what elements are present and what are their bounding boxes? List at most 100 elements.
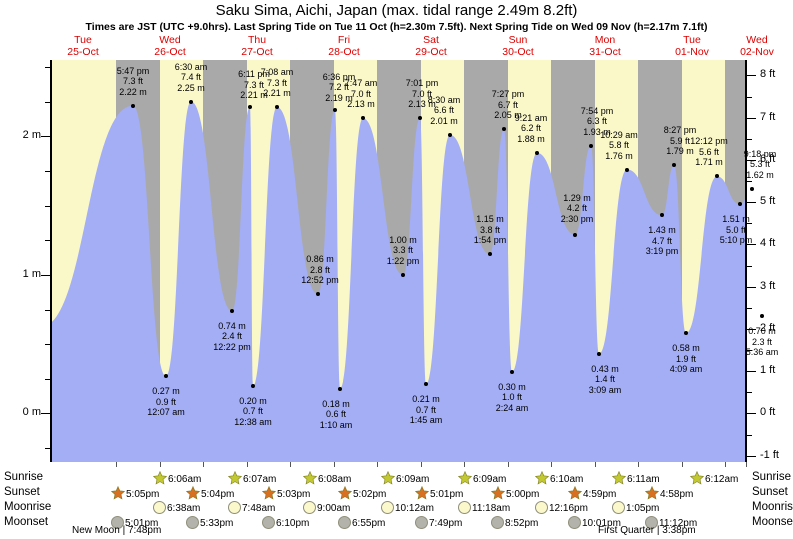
day-header-date: 26-Oct bbox=[154, 46, 186, 58]
y-axis-tick bbox=[747, 371, 756, 373]
y-axis-tick bbox=[41, 274, 50, 276]
tide-extreme-label: 0.86 m 2.8 ft 12:52 pm bbox=[290, 254, 350, 286]
y-axis-tick bbox=[747, 434, 752, 436]
astro-time: 6:06am bbox=[168, 474, 202, 485]
tide-extreme-dot bbox=[316, 292, 320, 297]
y-axis-label-left: 2 m bbox=[22, 129, 41, 142]
tide-extreme-dot bbox=[625, 167, 629, 172]
x-axis-tick bbox=[421, 462, 422, 467]
astro-cell-sunset-4: 5:01pm bbox=[415, 486, 463, 503]
tide-extreme-dot bbox=[361, 116, 365, 121]
tide-m: 2.19 m bbox=[325, 92, 353, 103]
astro-cell-moonset-6: 10:01pm bbox=[568, 516, 621, 532]
moonset-icon bbox=[491, 516, 504, 529]
moonset-icon-wrap bbox=[568, 516, 581, 532]
astro-time: 11:12pm bbox=[659, 518, 698, 529]
day-header-4: Sat 29-Oct bbox=[388, 34, 474, 58]
astro-cell-moonset-0: 5:01pm bbox=[111, 516, 158, 532]
tide-time: 1:10 am bbox=[319, 419, 353, 430]
day-header-date: 25-Oct bbox=[67, 46, 99, 58]
astro-cell-moonset-7: 11:12pm bbox=[645, 516, 697, 532]
tide-ft: 0.6 ft bbox=[325, 409, 346, 420]
y-axis-tick bbox=[747, 223, 752, 225]
tide-ft: 2.4 ft bbox=[221, 331, 242, 342]
sunrise-icon-wrap bbox=[303, 471, 317, 488]
astro-time: 6:10am bbox=[550, 474, 584, 485]
x-axis-tick bbox=[377, 462, 378, 467]
tide-ft: 7.2 ft bbox=[328, 82, 349, 93]
tide-extreme-dot bbox=[510, 369, 514, 374]
tide-m: 0.20 m bbox=[239, 395, 267, 406]
tide-extreme-dot bbox=[275, 105, 279, 110]
astro-time: 5:05pm bbox=[126, 489, 160, 500]
astro-time: 6:55pm bbox=[352, 518, 386, 529]
tide-extreme-dot bbox=[401, 272, 405, 277]
tide-time: 6:11 pm bbox=[238, 69, 270, 80]
tide-m: 2.25 m bbox=[177, 82, 205, 93]
star-icon bbox=[228, 471, 242, 485]
tide-extreme-label: 7:08 am 7.3 ft 2.21 m bbox=[247, 67, 307, 99]
tide-m: 1.51 m bbox=[722, 214, 750, 225]
sunrise-icon-wrap bbox=[535, 471, 549, 488]
tide-curve bbox=[50, 101, 746, 462]
tide-ft: 5.6 ft bbox=[698, 146, 719, 157]
astro-time: 7:48am bbox=[242, 503, 276, 514]
tide-extreme-label: 0.20 m 0.7 ft 12:38 am bbox=[223, 396, 283, 428]
day-header-weekday: Wed bbox=[746, 34, 768, 46]
day-header-date: 29-Oct bbox=[415, 46, 447, 58]
astro-cell-moonset-1: 5:33pm bbox=[186, 516, 233, 532]
y-axis-tick bbox=[45, 344, 50, 346]
y-axis-label-right: 5 ft bbox=[760, 195, 776, 208]
tide-m: 1.15 m bbox=[476, 214, 504, 225]
day-header-weekday: Wed bbox=[159, 34, 181, 46]
tide-ft: 1.9 ft bbox=[675, 353, 696, 364]
astro-time: 6:07am bbox=[243, 474, 277, 485]
day-header-weekday: Thu bbox=[247, 34, 267, 46]
y-axis-tick bbox=[45, 240, 50, 242]
tide-ft: 7.3 ft bbox=[266, 77, 287, 88]
tide-m: 0.18 m bbox=[322, 398, 350, 409]
astro-cell-sunset-0: 5:05pm bbox=[111, 486, 159, 503]
x-axis-tick bbox=[203, 462, 204, 467]
sunrise-icon-wrap bbox=[153, 471, 167, 488]
moon-phase-0: New Moon | 7:48pm bbox=[72, 525, 162, 536]
day-header-weekday: Sat bbox=[423, 34, 439, 46]
moonset-icon bbox=[262, 516, 275, 529]
tide-m: 0.86 m bbox=[306, 254, 334, 265]
tide-ft: 7.3 ft bbox=[122, 76, 143, 87]
tide-extreme-label: 0.74 m 2.4 ft 12:22 pm bbox=[202, 321, 262, 353]
moonrise-icon bbox=[381, 501, 394, 514]
tide-ft: 2.8 ft bbox=[309, 264, 330, 275]
y-axis-right-line bbox=[745, 60, 747, 462]
y-axis-left-line bbox=[50, 60, 52, 462]
sunrise-icon-wrap bbox=[381, 471, 395, 488]
tide-time: 4:09 am bbox=[669, 364, 703, 375]
astro-cell-sunset-1: 5:04pm bbox=[186, 486, 234, 503]
astro-time: 5:00pm bbox=[506, 489, 540, 500]
tide-ft: 0.7 ft bbox=[242, 406, 263, 417]
tide-time: 10:29 am bbox=[600, 129, 638, 140]
moon-phase-1: First Quarter | 3:38pm bbox=[598, 525, 696, 536]
tide-m: 1.71 m bbox=[695, 157, 723, 168]
astro-cell-sunrise-3: 6:08am bbox=[303, 471, 351, 488]
astro-time: 6:08am bbox=[318, 474, 352, 485]
tide-time: 7:27 pm bbox=[491, 89, 525, 100]
moonrise-icon-wrap bbox=[153, 501, 166, 517]
tide-m: 0.58 m bbox=[672, 343, 700, 354]
tide-m: 0.74 m bbox=[218, 320, 246, 331]
y-axis-tick bbox=[747, 328, 756, 330]
moonrise-icon-wrap bbox=[458, 501, 471, 517]
star-icon bbox=[381, 471, 395, 485]
tide-ft: 5.0 ft bbox=[725, 224, 746, 235]
tide-m: 2.05 m bbox=[494, 110, 522, 121]
astro-cell-sunrise-8: 6:12am bbox=[690, 471, 738, 488]
tide-ft: 6.7 ft bbox=[497, 99, 518, 110]
y-axis-tick bbox=[747, 138, 752, 140]
astro-cell-sunrise-6: 6:10am bbox=[535, 471, 583, 488]
tide-m: 0.70 m bbox=[748, 326, 776, 337]
y-axis-tick bbox=[747, 455, 756, 457]
astro-row-label-moonrise-rt: Moonrise bbox=[752, 501, 793, 513]
moonrise-icon-wrap bbox=[303, 501, 316, 517]
day-header-1: Wed 26-Oct bbox=[127, 34, 213, 58]
x-axis-tick bbox=[464, 462, 465, 467]
